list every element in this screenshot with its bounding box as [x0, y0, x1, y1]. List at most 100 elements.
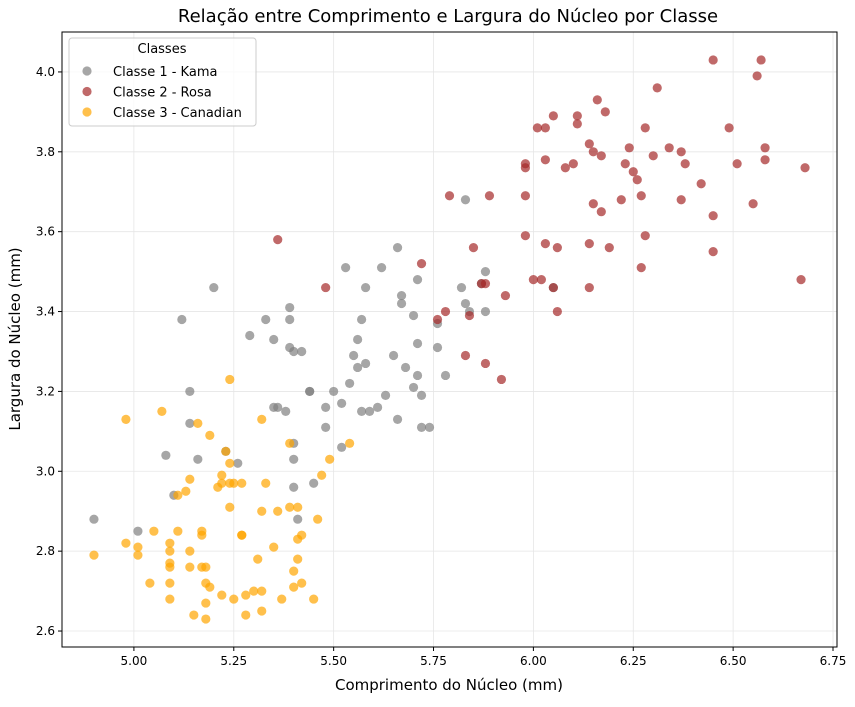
legend-label: Classe 2 - Rosa: [113, 86, 212, 101]
data-point: [157, 407, 166, 416]
data-point: [365, 407, 374, 416]
data-point: [585, 239, 594, 248]
data-point: [461, 195, 470, 204]
data-point: [649, 151, 658, 160]
data-point: [597, 207, 606, 216]
y-tick-label: 3.0: [36, 464, 55, 478]
data-point: [677, 147, 686, 156]
legend-title: Classes: [138, 42, 187, 57]
data-point: [181, 487, 190, 496]
x-axis-label: Comprimento do Núcleo (mm): [335, 676, 563, 694]
data-point: [173, 527, 182, 536]
data-point: [217, 479, 226, 488]
data-point: [629, 167, 638, 176]
data-point: [541, 155, 550, 164]
data-point: [337, 399, 346, 408]
data-point: [677, 195, 686, 204]
data-point: [133, 551, 142, 560]
data-point: [725, 123, 734, 132]
data-point: [249, 586, 258, 595]
data-point: [261, 315, 270, 324]
data-point: [549, 283, 558, 292]
data-point: [165, 594, 174, 603]
x-tick-label: 6.50: [720, 654, 747, 668]
data-point: [341, 263, 350, 272]
data-point: [361, 359, 370, 368]
data-point: [293, 555, 302, 564]
data-point: [229, 594, 238, 603]
data-point: [653, 83, 662, 92]
data-point: [173, 491, 182, 500]
x-tick-label: 5.50: [320, 654, 347, 668]
data-point: [497, 375, 506, 384]
data-point: [709, 211, 718, 220]
data-point: [145, 579, 154, 588]
data-point: [177, 315, 186, 324]
data-point: [709, 247, 718, 256]
data-point: [353, 335, 362, 344]
data-point: [161, 451, 170, 460]
data-point: [561, 163, 570, 172]
data-point: [289, 567, 298, 576]
data-point: [709, 55, 718, 64]
data-point: [697, 179, 706, 188]
data-point: [149, 527, 158, 536]
data-point: [225, 459, 234, 468]
data-point: [553, 307, 562, 316]
data-point: [569, 159, 578, 168]
chart-title: Relação entre Comprimento e Largura do N…: [178, 6, 718, 27]
data-point: [225, 503, 234, 512]
data-point: [760, 155, 769, 164]
data-point: [733, 159, 742, 168]
data-point: [753, 71, 762, 80]
data-point: [393, 415, 402, 424]
data-point: [133, 527, 142, 536]
data-point: [553, 243, 562, 252]
data-point: [257, 415, 266, 424]
data-point: [573, 119, 582, 128]
data-point: [309, 479, 318, 488]
data-point: [413, 275, 422, 284]
data-point: [229, 479, 238, 488]
data-point: [289, 582, 298, 591]
data-point: [325, 455, 334, 464]
data-point: [441, 307, 450, 316]
data-point: [457, 283, 466, 292]
data-point: [441, 371, 450, 380]
data-point: [796, 275, 805, 284]
data-point: [681, 159, 690, 168]
data-point: [800, 163, 809, 172]
data-point: [273, 507, 282, 516]
data-point: [185, 387, 194, 396]
data-point: [481, 267, 490, 276]
data-point: [353, 363, 362, 372]
data-point: [760, 143, 769, 152]
data-point: [537, 275, 546, 284]
data-point: [425, 423, 434, 432]
data-point: [665, 143, 674, 152]
data-point: [533, 123, 542, 132]
x-tick-label: 5.25: [220, 654, 247, 668]
data-point: [285, 315, 294, 324]
data-point: [409, 311, 418, 320]
x-tick-label: 6.75: [820, 654, 847, 668]
data-point: [481, 279, 490, 288]
data-point: [625, 143, 634, 152]
data-point: [185, 475, 194, 484]
data-point: [293, 515, 302, 524]
data-point: [261, 479, 270, 488]
data-point: [756, 55, 765, 64]
data-point: [297, 531, 306, 540]
data-point: [597, 151, 606, 160]
data-point: [205, 582, 214, 591]
data-point: [465, 311, 474, 320]
data-point: [357, 315, 366, 324]
data-point: [245, 331, 254, 340]
data-point: [293, 503, 302, 512]
data-point: [413, 339, 422, 348]
data-point: [121, 539, 130, 548]
data-point: [397, 291, 406, 300]
data-point: [225, 375, 234, 384]
